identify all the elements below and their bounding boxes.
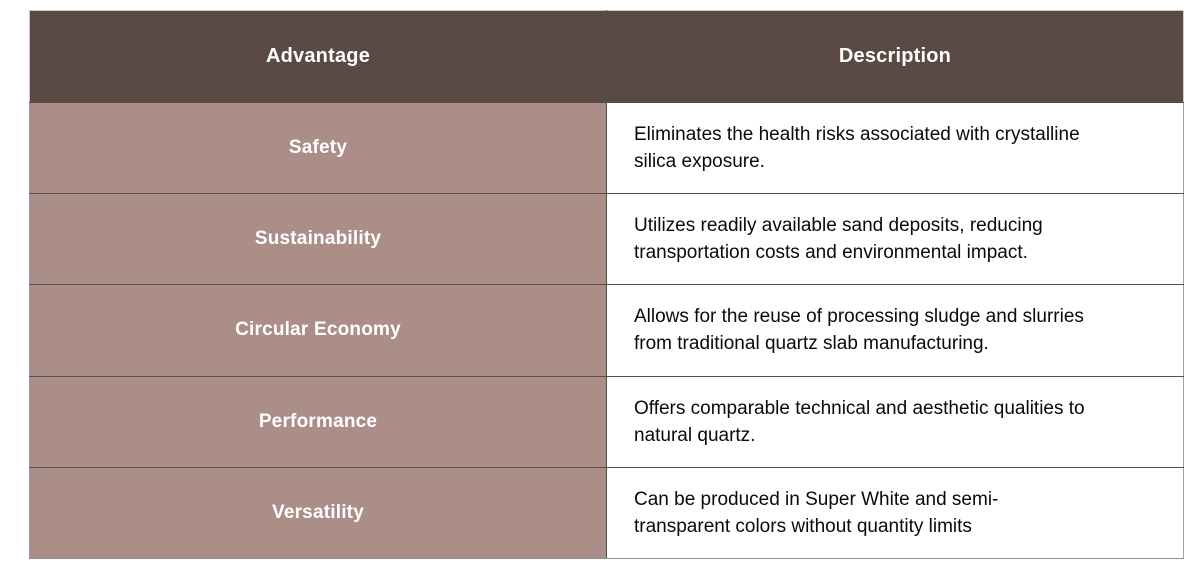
advantage-cell: Safety (29, 101, 607, 195)
column-header-description: Description (606, 10, 1184, 103)
advantages-table-container: Advantage Description Safety Eliminates … (29, 10, 1184, 560)
table-body: Safety Eliminates the health risks assoc… (29, 101, 1184, 560)
advantage-cell: Performance (29, 375, 607, 468)
advantage-cell: Circular Economy (29, 284, 607, 377)
table-row-circular-economy: Circular Economy Allows for the reuse of… (29, 284, 1184, 377)
table-row-performance: Performance Offers comparable technical … (29, 375, 1184, 468)
table-row-sustainability: Sustainability Utilizes readily availabl… (29, 193, 1184, 286)
advantages-table: Advantage Description Safety Eliminates … (29, 10, 1184, 560)
description-cell: Allows for the reuse of processing sludg… (606, 284, 1184, 377)
header-row: Advantage Description (29, 10, 1184, 103)
description-cell: Utilizes readily available sand deposits… (606, 193, 1184, 286)
advantage-cell: Sustainability (29, 193, 607, 286)
table-header: Advantage Description (29, 10, 1184, 103)
table-row-versatility: Versatility Can be produced in Super Whi… (29, 466, 1184, 560)
advantage-cell: Versatility (29, 466, 607, 560)
column-header-advantage: Advantage (29, 10, 607, 103)
description-cell: Offers comparable technical and aestheti… (606, 375, 1184, 468)
description-cell: Eliminates the health risks associated w… (606, 101, 1184, 195)
table-row-safety: Safety Eliminates the health risks assoc… (29, 101, 1184, 195)
description-cell: Can be produced in Super White and semi-… (606, 466, 1184, 560)
